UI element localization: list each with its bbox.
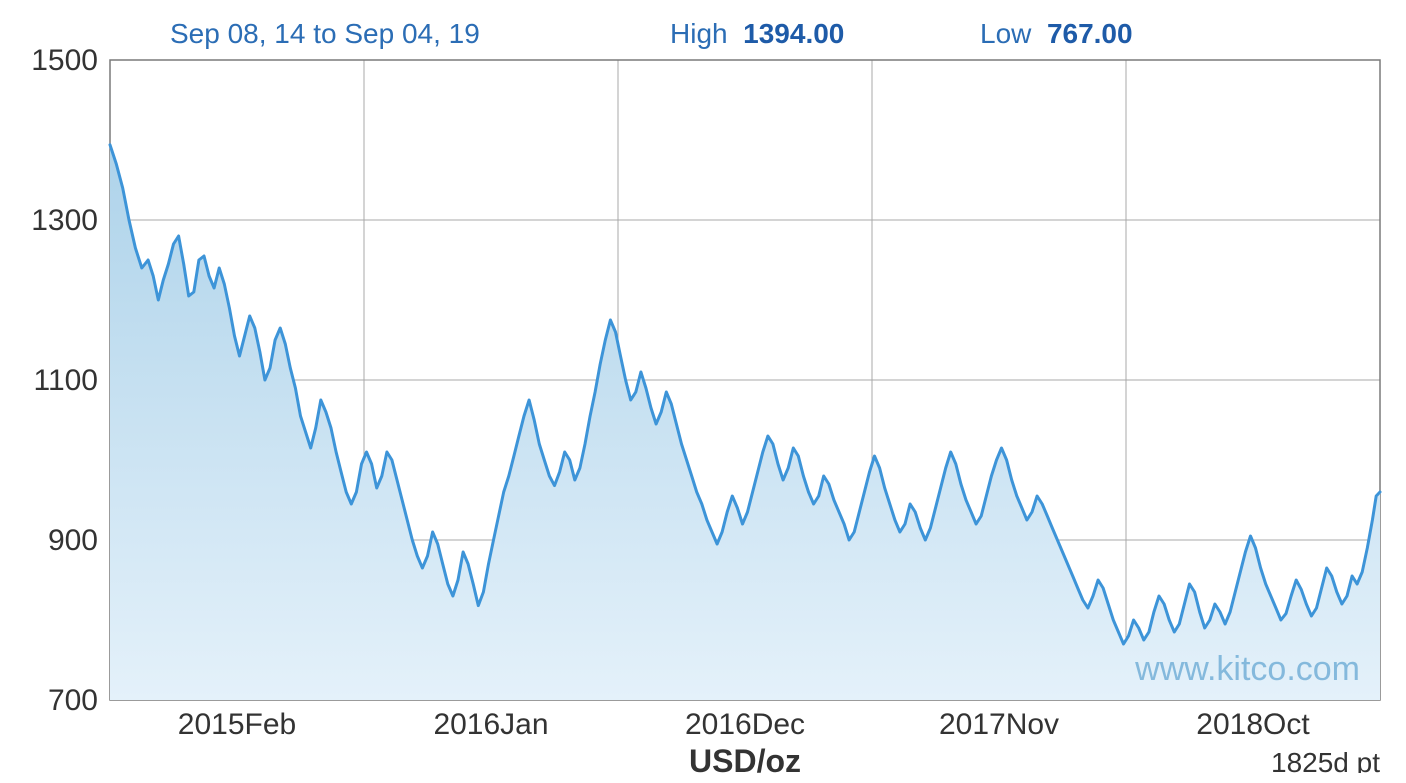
svg-text:1100: 1100 [33,364,98,397]
price-chart: Sep 08, 14 to Sep 04, 19 High 1394.00 Lo… [10,10,1396,773]
svg-text:1500: 1500 [31,44,98,77]
chart-svg: 700 900 1100 1300 1500 2015Feb 2016Jan 2016Dec 2… [10,10,1396,773]
svg-text:900: 900 [48,524,98,557]
svg-text:USD/oz: USD/oz [689,743,801,773]
svg-text:700: 700 [48,684,98,717]
svg-text:2016Jan: 2016Jan [433,708,548,741]
svg-text:1825d pt: 1825d pt [1271,747,1380,773]
svg-text:2018Oct: 2018Oct [1196,708,1310,741]
svg-text:2015Feb: 2015Feb [178,708,296,741]
svg-text:www.kitco.com: www.kitco.com [1134,650,1360,688]
svg-text:2017Nov: 2017Nov [939,708,1059,741]
svg-text:1300: 1300 [31,204,98,237]
svg-text:2016Dec: 2016Dec [685,708,805,741]
